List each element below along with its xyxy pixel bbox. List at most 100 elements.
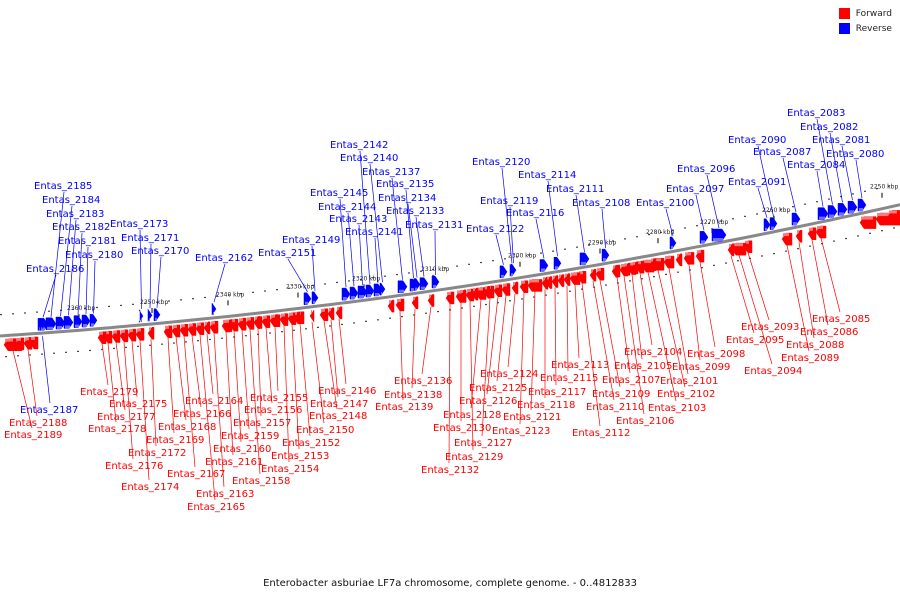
leader-line [575, 194, 585, 252]
gene-arrow-shade [65, 325, 70, 329]
leader-line [93, 260, 96, 314]
gene-label-entas-2118: Entas_2118 [517, 400, 575, 411]
guide-dot [228, 294, 230, 296]
gene-label-entas-2175: Entas_2175 [109, 399, 167, 410]
guide-dot [168, 300, 170, 302]
gene-arrow-shade [329, 307, 331, 311]
gene-label-entas-2148: Entas_2148 [309, 411, 367, 422]
guide-dot [600, 242, 602, 244]
leader-line [299, 323, 311, 437]
guide-dot [144, 302, 146, 304]
guide-dot [684, 227, 686, 229]
forward-swatch-icon [838, 8, 850, 19]
gene-arrow-shade [313, 300, 315, 304]
guide-dot [720, 220, 722, 222]
gene-label-entas-2115: Entas_2115 [540, 373, 598, 384]
gene-arrow-unlabeled [239, 317, 247, 331]
guide-dot [293, 329, 295, 331]
gene-label-entas-2106: Entas_2106 [616, 416, 674, 427]
gene-label-entas-2129: Entas_2129 [445, 452, 503, 463]
gene-label-entas-2111: Entas_2111 [546, 184, 604, 195]
leader-line [199, 334, 216, 501]
leader-line [601, 208, 606, 249]
gene-label-entas-2126: Entas_2126 [459, 396, 517, 407]
gene-arrow-entas-2172 [147, 327, 155, 340]
guide-dot [108, 305, 110, 308]
guide-dot [576, 246, 578, 248]
leader-line [855, 159, 863, 199]
gene-label-entas-2104: Entas_2104 [624, 347, 682, 358]
guide-dot [408, 272, 410, 274]
guide-dot [372, 277, 374, 279]
gene-arrow-shade [889, 210, 897, 214]
leader-line [399, 310, 404, 401]
gene-arrow-shade [83, 324, 87, 328]
guide-dot [624, 238, 626, 240]
guide-dot [269, 332, 271, 334]
leader-line [574, 284, 580, 359]
guide-dot [173, 342, 175, 344]
guide-dot [497, 302, 499, 304]
gene-label-entas-2144: Entas_2144 [318, 202, 376, 213]
guide-dot [72, 308, 74, 311]
leader-line [554, 287, 557, 386]
gene-label-entas-2139: Entas_2139 [375, 402, 433, 413]
leader-line [347, 212, 355, 287]
gene-label-entas-2169: Entas_2169 [146, 435, 204, 446]
leader-line [323, 320, 338, 410]
gene-label-entas-2165: Entas_2165 [187, 502, 245, 513]
gene-arrow-entas-2164 [203, 321, 211, 335]
guide-dot [581, 288, 583, 290]
gene-arrow-shade [305, 301, 308, 305]
leader-line [50, 191, 65, 317]
gene-label-entas-2123: Entas_2123 [492, 426, 550, 437]
guide-dot [504, 258, 506, 260]
guide-dot [672, 229, 674, 231]
leader-line [149, 243, 152, 309]
leader-line [374, 237, 379, 283]
leader-line [581, 283, 601, 427]
tick-label: 2320 kbp [352, 275, 380, 282]
leader-line [115, 342, 126, 411]
gene-arrow-shade [643, 260, 651, 264]
guide-dot [413, 314, 415, 316]
gene-label-entas-2114: Entas_2114 [518, 170, 576, 181]
gene-arrow-shade [473, 288, 475, 292]
gene-arrow-unlabeled [623, 263, 631, 276]
guide-dot [708, 222, 710, 225]
guide-dot [329, 325, 331, 327]
gene-label-entas-2182: Entas_2182 [52, 222, 110, 233]
gene-arrow-shade [501, 274, 504, 278]
gene-label-entas-2178: Entas_2178 [88, 424, 146, 435]
guide-dot [185, 341, 187, 343]
guide-dot [893, 227, 895, 229]
guide-dot [389, 317, 391, 319]
gene-label-entas-2156: Entas_2156 [244, 405, 302, 416]
gene-label-entas-2119: Entas_2119 [480, 196, 538, 207]
guide-dot [240, 293, 242, 295]
gene-arrow-shade [211, 321, 215, 325]
guide-dot [300, 286, 302, 288]
leader-line [241, 330, 250, 430]
guide-dot [689, 269, 691, 271]
guide-dot [804, 203, 806, 205]
guide-dot [828, 198, 830, 200]
gene-arrow-shade [155, 317, 157, 321]
gene-label-entas-2107: Entas_2107 [602, 375, 660, 386]
gene-label-entas-2080: Entas_2080 [826, 149, 884, 160]
guide-dot [888, 185, 890, 187]
guide-dot [324, 283, 326, 285]
guide-dot [221, 337, 223, 339]
gene-label-entas-2090: Entas_2090 [728, 135, 786, 146]
guide-dot [401, 315, 403, 318]
gene-arrow-shade [295, 311, 297, 315]
gene-arrow-shade [389, 300, 391, 304]
gene-arrow-shade [105, 331, 109, 335]
guide-dot [540, 252, 542, 254]
gene-arrow-shade [839, 212, 844, 216]
gene-arrow-shade [99, 331, 103, 335]
gene-arrow-shade [513, 281, 515, 285]
gene-arrow-shade [7, 338, 13, 342]
gene-arrow-shade [137, 328, 141, 332]
gene-arrow-shade [819, 216, 825, 220]
